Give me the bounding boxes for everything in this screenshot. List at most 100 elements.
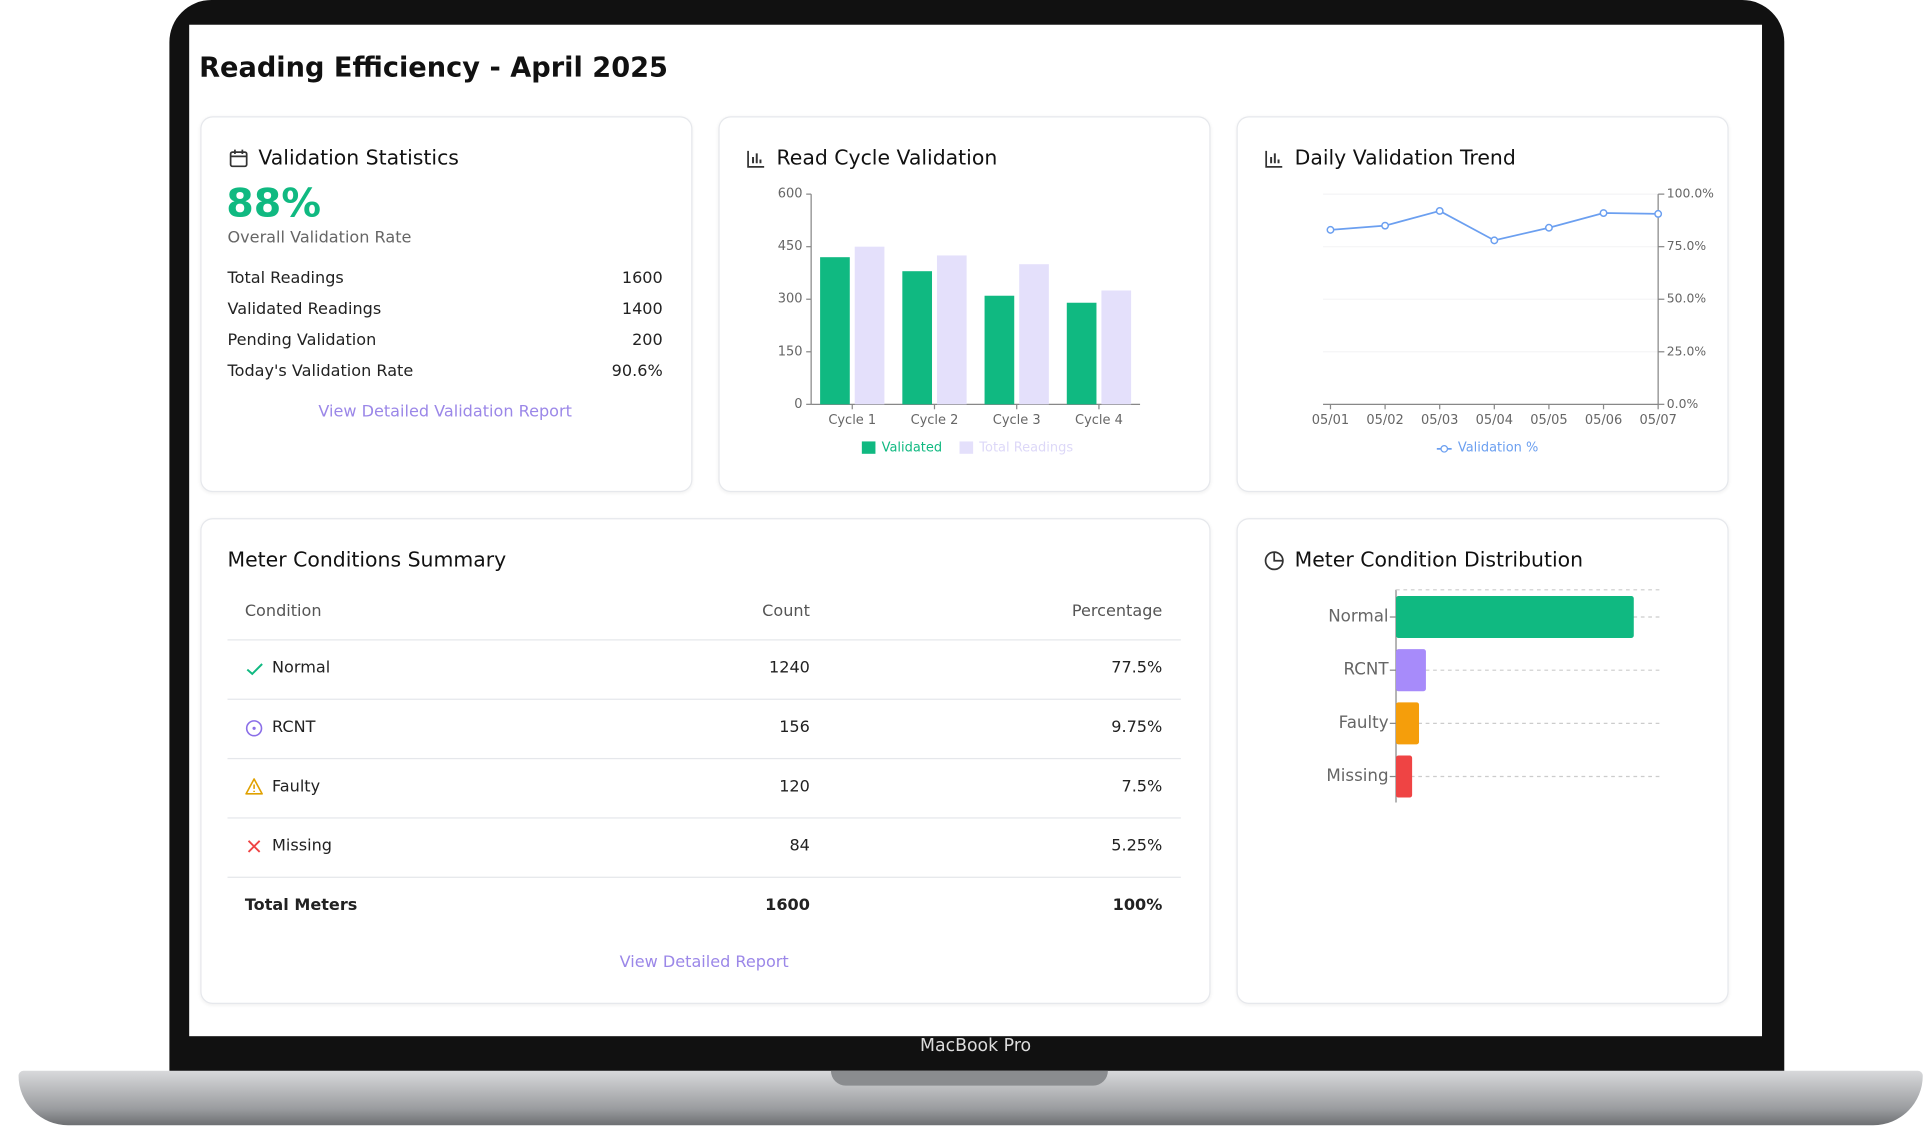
bar [984, 295, 1015, 405]
cell: 156 [779, 718, 810, 737]
x-tick-label: 05/07 [1639, 413, 1676, 428]
cell: 1600 [765, 896, 810, 916]
rate: 88% [226, 179, 321, 227]
bar [1101, 290, 1132, 405]
point [1326, 225, 1335, 234]
bar [820, 257, 850, 405]
y-tick-label: 150 [778, 344, 803, 359]
stat-value: 200 [632, 331, 663, 350]
row-separator [227, 639, 1181, 641]
bar [936, 255, 967, 405]
x-icon [247, 840, 261, 853]
line-card [1236, 116, 1729, 493]
legend-swatch [861, 441, 876, 454]
cell: 120 [779, 777, 810, 797]
cell: Total Meters [244, 896, 358, 916]
stats-card [200, 116, 693, 493]
bar [1396, 755, 1413, 798]
bar [1396, 702, 1420, 745]
x-tick-label: Cycle 2 [911, 413, 959, 428]
row-separator [227, 757, 1181, 759]
stat-value: 90.6% [611, 362, 663, 381]
card-title: Meter Conditions Summary [227, 547, 507, 572]
point [1544, 223, 1553, 232]
y-tick-label: RCNT [1343, 660, 1389, 679]
card-title: Validation Statistics [258, 145, 459, 170]
y-tick-label: 75.0% [1667, 239, 1707, 253]
stat-value: 1400 [621, 300, 663, 320]
point [1599, 209, 1608, 218]
cell: Faulty [272, 777, 321, 797]
legend-label: Validation % [1458, 441, 1538, 456]
table-link[interactable]: View Detailed Report [619, 953, 789, 972]
x-tick-label: 05/06 [1585, 413, 1622, 428]
page-title: Reading Efficiency - April 2025 [199, 53, 668, 85]
col-header: Count [762, 602, 810, 621]
x-tick-label: 05/01 [1312, 413, 1349, 428]
stat-label: Pending Validation [227, 331, 377, 350]
stat-value: 1600 [621, 269, 663, 289]
bar [902, 271, 933, 405]
bar [854, 246, 885, 405]
y-tick-label: 0 [794, 397, 802, 412]
y-tick-label: Missing [1326, 766, 1388, 785]
cell: Missing [272, 837, 332, 856]
rate-label: Overall Validation Rate [227, 228, 412, 248]
warning-icon [245, 778, 263, 795]
card-title: Meter Condition Distribution [1294, 547, 1584, 572]
cell: 9.75% [1111, 718, 1163, 737]
point [1435, 206, 1444, 215]
y-tick-label: 600 [778, 187, 803, 202]
y-tick-label: 0.0% [1667, 397, 1699, 411]
stat-label: Total Readings [227, 269, 344, 289]
bar [1396, 649, 1426, 692]
bar [1396, 595, 1634, 639]
cell: 7.5% [1121, 777, 1163, 797]
point [1381, 221, 1390, 230]
x-tick-label: Cycle 3 [993, 413, 1041, 428]
y-tick-label: Faulty [1339, 713, 1389, 732]
x-tick-label: 05/03 [1421, 413, 1458, 428]
legend-swatch [959, 441, 974, 454]
row-separator [227, 876, 1181, 878]
point [1654, 209, 1663, 218]
calendar-icon [229, 149, 248, 168]
cell: RCNT [272, 718, 316, 737]
y-tick-label: 300 [778, 292, 803, 307]
card-title: Read Cycle Validation [776, 145, 998, 170]
stat-label: Validated Readings [227, 300, 382, 320]
legend-point [1440, 445, 1449, 453]
legend-label: Validated [882, 441, 943, 456]
y-tick-label: 50.0% [1667, 292, 1707, 306]
circle-icon [245, 720, 263, 737]
col-header: Percentage [1071, 602, 1163, 621]
y-tick-label: 450 [778, 239, 803, 254]
laptop-notch [830, 1070, 1108, 1086]
row-separator [227, 816, 1181, 818]
x-tick-label: Cycle 4 [1075, 413, 1123, 428]
check-icon [246, 663, 263, 676]
bar [1019, 264, 1049, 405]
bar-icon [1265, 150, 1283, 168]
bar-icon [747, 150, 765, 168]
cell: 5.25% [1111, 837, 1163, 856]
legend-label: Total Readings [978, 441, 1073, 456]
x-tick-label: 05/05 [1530, 413, 1567, 428]
table-card [200, 518, 1211, 1005]
x-tick-label: 05/04 [1476, 413, 1513, 428]
card-title: Daily Validation Trend [1294, 145, 1516, 170]
cell: 84 [789, 837, 810, 856]
cell: Normal [272, 659, 331, 678]
device-label: MacBook Pro [920, 1036, 1032, 1056]
stats-link[interactable]: View Detailed Validation Report [318, 403, 572, 422]
stat-label: Today's Validation Rate [227, 362, 414, 381]
col-header: Condition [244, 602, 322, 621]
cell: 100% [1112, 896, 1163, 916]
bar [1066, 302, 1097, 405]
x-tick-label: Cycle 1 [828, 413, 876, 428]
cell: 77.5% [1111, 659, 1163, 678]
y-tick-label: 25.0% [1667, 344, 1707, 358]
y-tick-label: 100.0% [1667, 187, 1714, 201]
